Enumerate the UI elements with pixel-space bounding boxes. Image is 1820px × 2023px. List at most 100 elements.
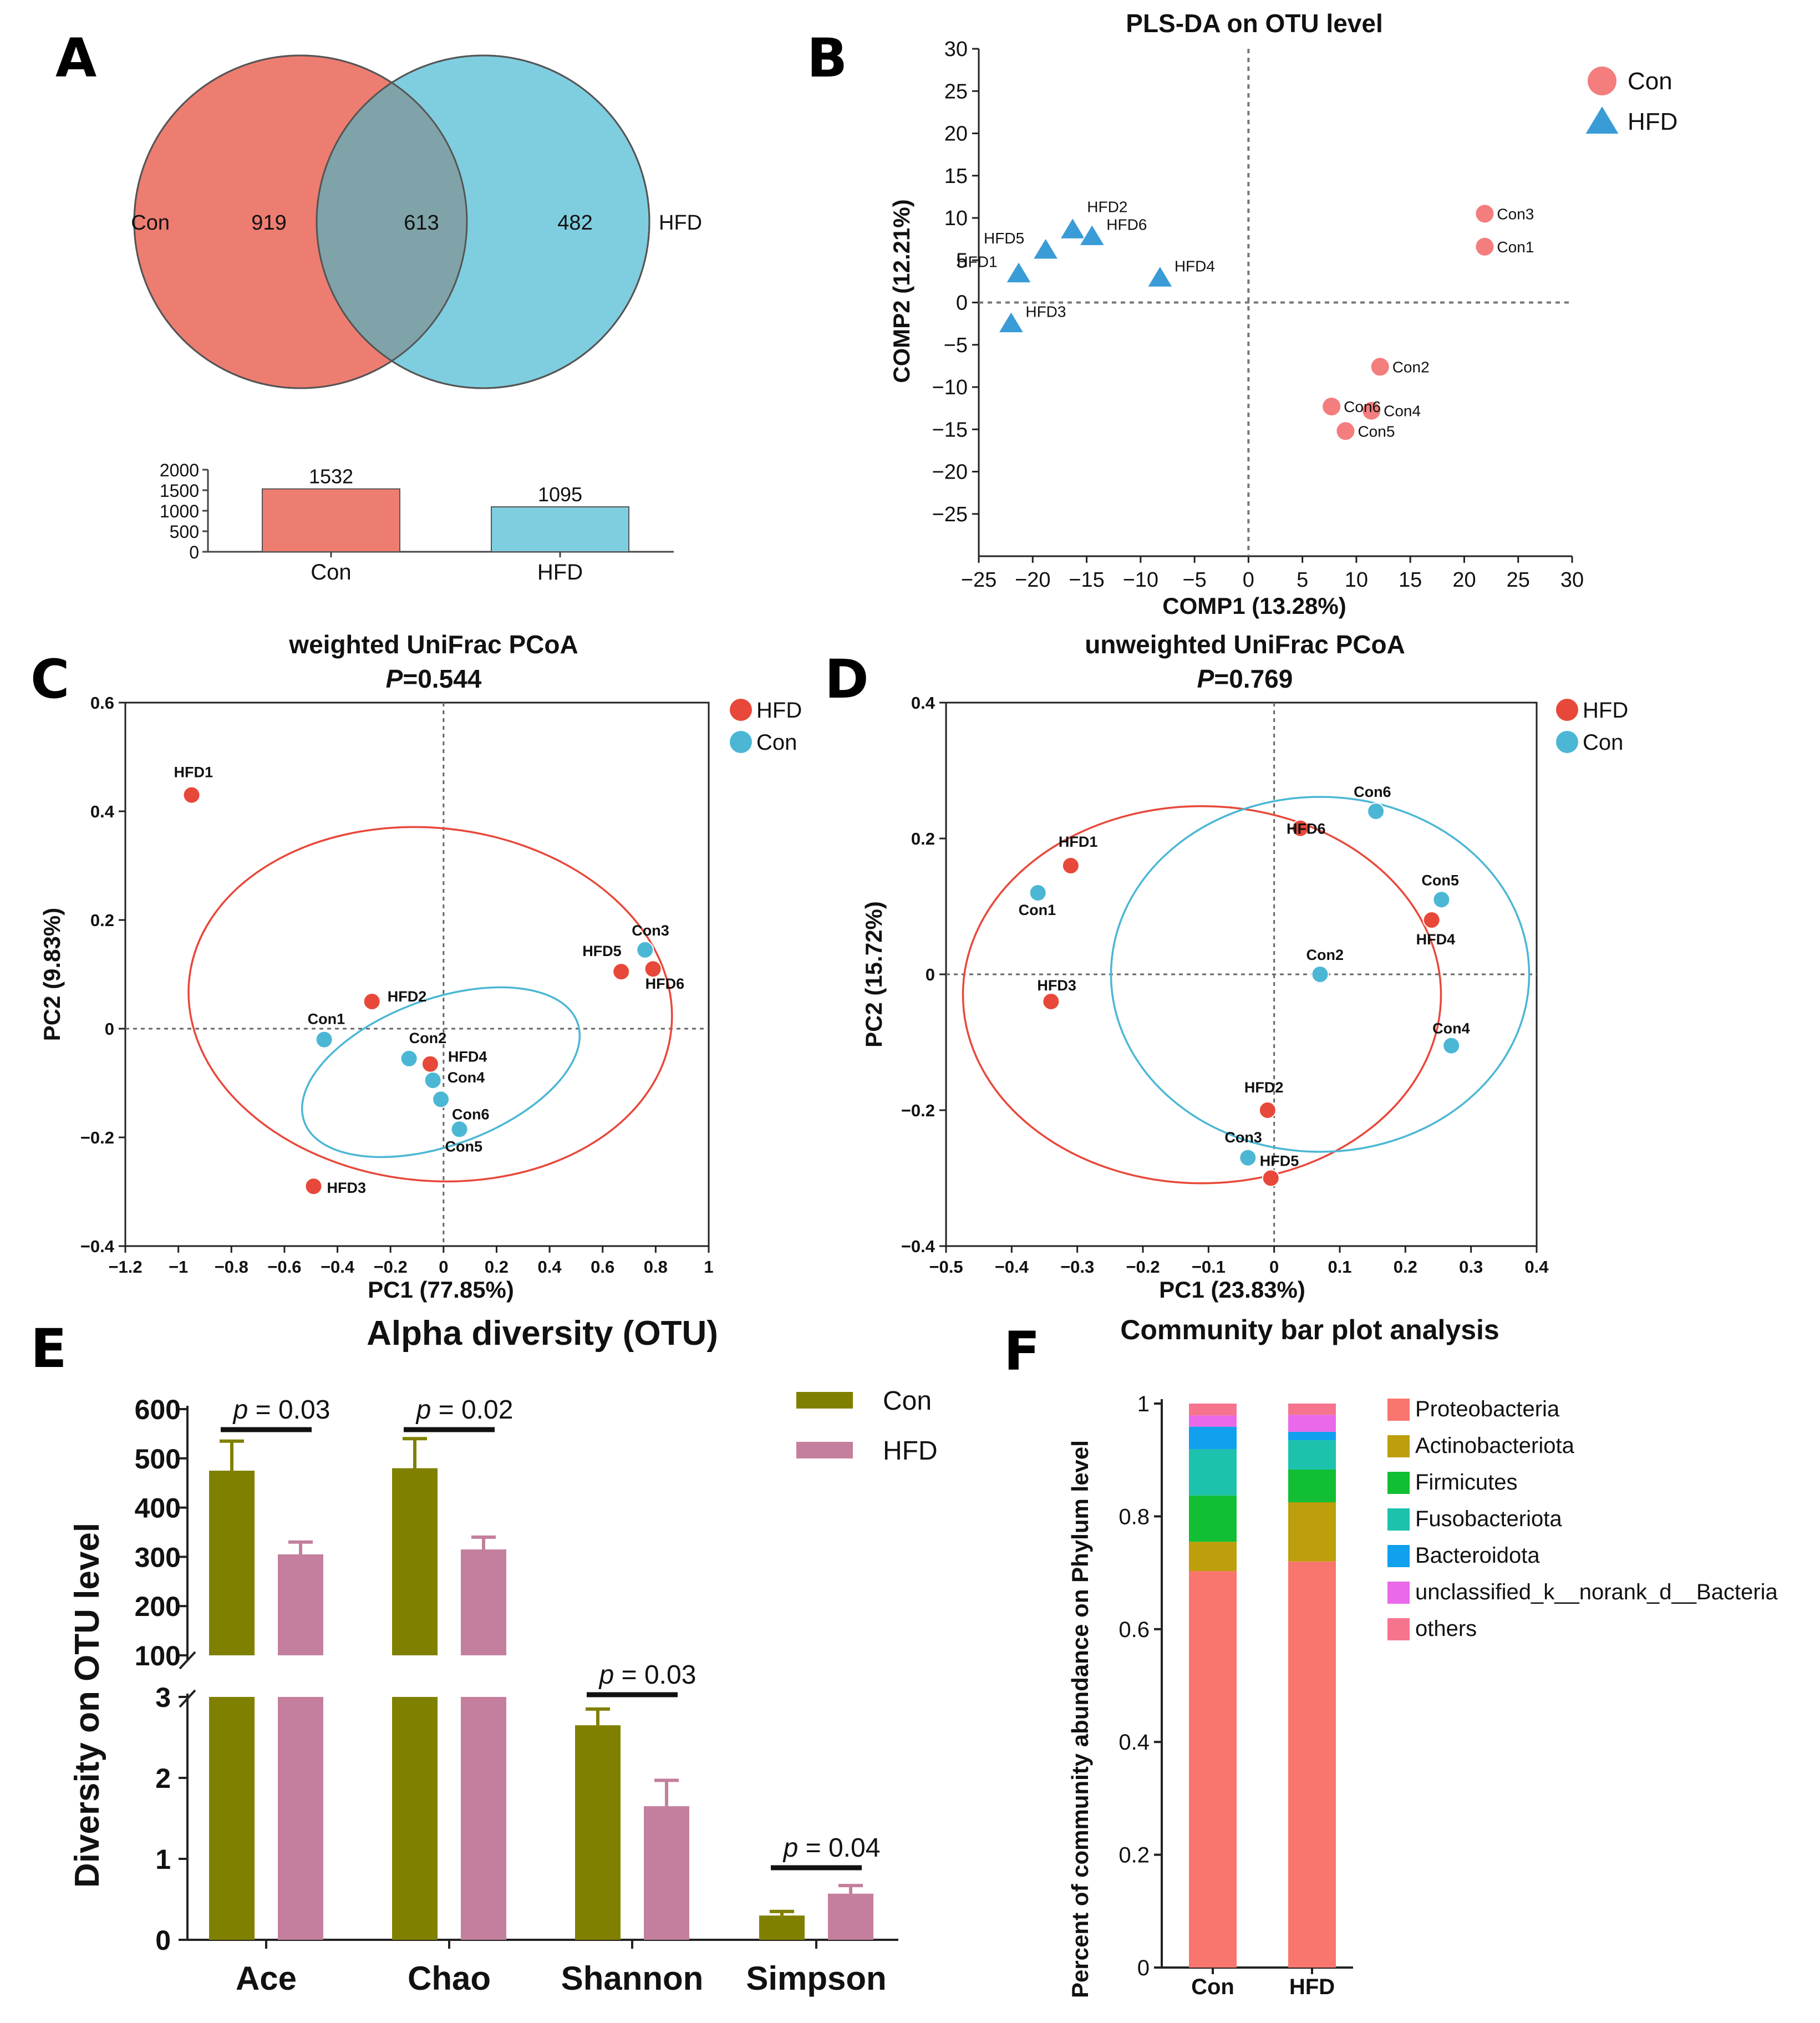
alpha-legend-con-label: Con	[883, 1386, 932, 1416]
community-segment	[1189, 1404, 1237, 1416]
pcoa-w-point-label: HFD3	[327, 1180, 367, 1196]
pcoa-u-xtick-label: 0.2	[1394, 1257, 1417, 1277]
pcoa-w-frame	[124, 702, 710, 1247]
pcoa-w-point-label: Con6	[452, 1106, 490, 1122]
pls-ytick-label: −15	[932, 418, 968, 441]
pls-xtick-label: 15	[1399, 568, 1422, 592]
venn-con-outline	[133, 54, 468, 389]
pls-point-label: Con6	[1344, 398, 1381, 415]
pcoa-w-point-con	[424, 1071, 442, 1090]
pcoa-u-ytick-label: 0.4	[911, 693, 936, 713]
pcoa-w-point-hfd	[644, 960, 662, 978]
pls-point-label: HFD2	[1087, 198, 1127, 215]
community-legend-swatch	[1387, 1435, 1410, 1457]
venn-bar-value-label: 1532	[309, 465, 353, 488]
pcoa-w-point-label: Con5	[445, 1138, 483, 1155]
pcoa-u-xtick-label: −0.2	[1126, 1257, 1160, 1277]
community-segment	[1189, 1426, 1237, 1450]
alpha-bar-hfd	[278, 1554, 323, 1655]
pls-point-label: HFD6	[1106, 216, 1147, 233]
pcoa-u-point-label: Con2	[1306, 947, 1344, 963]
pls-point-hfd	[1146, 265, 1174, 288]
venn-bar-ytick-label: 0	[189, 542, 199, 562]
alpha-plot: 100 200 300 400 500 600 0 1 2 3 Ace p = 0.03 Chao p =…	[135, 1386, 938, 1997]
alpha-category-label: Shannon	[561, 1960, 704, 1997]
pcoa-u-point-label: Con5	[1421, 872, 1459, 888]
panel-e: E Alpha diversity (OTU) Diversity on OTU…	[30, 1314, 938, 1997]
pcoa-w-point-label: HFD1	[174, 764, 213, 781]
alpha-ytick-label: 300	[135, 1542, 181, 1573]
pls-point-con	[1370, 357, 1390, 377]
community-segment	[1189, 1542, 1237, 1572]
pls-xtick-label: 30	[1560, 568, 1584, 592]
pcoa-w-xtick-label: −0.6	[267, 1257, 301, 1277]
alpha-axis-break-mark	[179, 1651, 196, 1670]
community-legend-label: Actinobacteriota	[1415, 1434, 1575, 1458]
pls-ytick-label: 15	[944, 165, 968, 188]
pcoa-u-point-label: HFD6	[1287, 821, 1326, 837]
community-category-label: HFD	[1289, 1975, 1335, 1999]
community-ytick-label: 1	[1137, 1392, 1150, 1416]
community-ytick-label: 0.6	[1119, 1618, 1150, 1642]
pls-point-label: Con5	[1358, 423, 1395, 440]
panel-b: B PLS-DA on OTU level COMP1 (13.28%) COM…	[807, 9, 1677, 619]
pcoa-w-point-label: HFD2	[388, 988, 427, 1005]
pls-xtick-label: 10	[1345, 568, 1368, 592]
pls-xtick-label: 25	[1507, 568, 1530, 592]
community-legend-label: Fusobacteriota	[1415, 1507, 1562, 1531]
pls-point-con	[1321, 397, 1342, 417]
pcoa-u-point-con	[1311, 965, 1329, 983]
pcoa-w-ytick-label: 0.2	[90, 911, 114, 930]
community-legend-swatch	[1387, 1472, 1410, 1494]
alpha-p-value: p = 0.04	[782, 1833, 881, 1863]
pls-point-con	[1335, 421, 1356, 441]
pcoa-w-point-con	[400, 1049, 418, 1068]
pcoa-u-point-label: Con4	[1432, 1020, 1470, 1037]
pcoa-u-point-con	[1432, 891, 1451, 909]
community-ytick-label: 0.2	[1119, 1843, 1150, 1868]
pcoa-w-point-label: Con1	[308, 1011, 345, 1028]
pcoa-w-point-hfd	[182, 786, 201, 804]
community-segment	[1189, 1571, 1237, 1968]
pcoa-u-point-label: HFD5	[1260, 1153, 1299, 1170]
venn-hfd-label: HFD	[659, 211, 702, 235]
venn-bar-ytick-label: 500	[170, 522, 199, 542]
pls-point-con	[1475, 236, 1495, 257]
alpha-ytick-label: 2	[155, 1763, 171, 1794]
pls-legend-con-marker	[1588, 67, 1616, 95]
venn-bar-ytick-label: 1500	[160, 481, 199, 501]
pcoa-w-point-con	[315, 1030, 333, 1049]
pls-xtick-label: −10	[1123, 568, 1158, 592]
pcoa-u-xtick-label: −0.4	[995, 1257, 1029, 1277]
venn-shared-count: 613	[404, 211, 439, 235]
pcoa-w-xtick-label: −0.4	[321, 1257, 355, 1277]
pcoa-w-xtick-label: 0.2	[485, 1257, 509, 1277]
pls-legend-hfd-marker	[1585, 106, 1619, 134]
venn-hfd-outline	[316, 54, 650, 389]
community-legend-label: Proteobacteria	[1415, 1397, 1560, 1421]
pcoa-w-point-label: Con2	[409, 1030, 447, 1046]
alpha-bar-hfd	[461, 1549, 506, 1655]
pcoa-w-ellipse-con	[301, 986, 581, 1158]
venn-hfd-only-count: 482	[557, 211, 592, 235]
pcoa-u-legend-hfd-marker	[1556, 699, 1578, 721]
pcoa-u-legend-con-marker	[1556, 731, 1578, 753]
pcoa-w-xtick-label: 0.8	[644, 1257, 668, 1277]
pls-point-label: Con4	[1384, 403, 1421, 420]
pcoa-w-xtick-label: −1.2	[108, 1257, 142, 1277]
pcoa-u-point-con	[1367, 802, 1385, 820]
pls-point-con	[1475, 204, 1495, 224]
pcoa-u-ytick-label: −0.2	[901, 1101, 935, 1120]
alpha-ytick-label: 1	[155, 1844, 171, 1875]
pls-point-label: Con1	[1497, 238, 1534, 256]
pls-ytick-label: −5	[944, 334, 968, 357]
alpha-p-value: p = 0.02	[415, 1395, 514, 1425]
pcoa-w-ylabel: PC2 (9.83%)	[39, 908, 65, 1041]
pcoa-w-point-con	[450, 1120, 469, 1138]
pls-legend-hfd-label: HFD	[1628, 108, 1677, 135]
pls-xtick-label: −20	[1015, 568, 1050, 592]
pcoa-w-xlabel: PC1 (77.85%)	[368, 1277, 514, 1303]
venn-bar-value-label: 1095	[538, 483, 582, 506]
